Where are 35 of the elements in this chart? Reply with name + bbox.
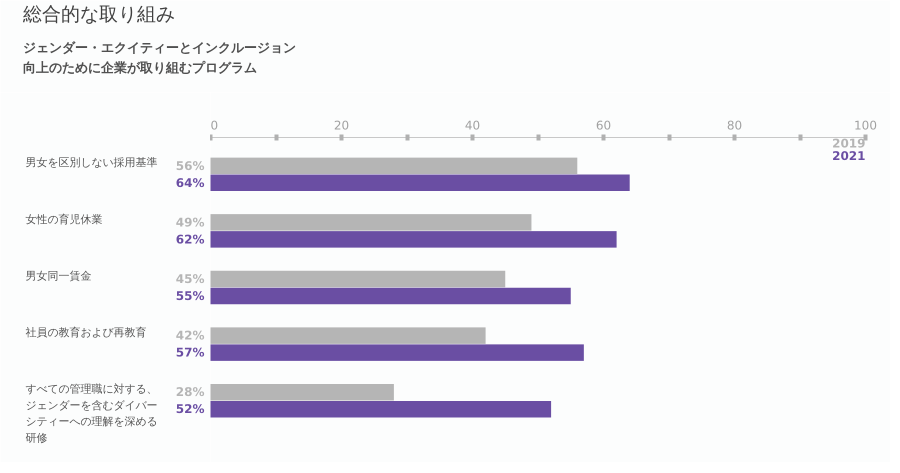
data-label: 28% bbox=[176, 385, 205, 400]
text: 2021 bbox=[832, 149, 866, 164]
x-tick-label: 80 bbox=[726, 118, 742, 132]
bar bbox=[210, 158, 578, 174]
data-label: 52% bbox=[176, 402, 205, 416]
y-tick-label: すべての管理職に対する、ジェンダーを含むダイバーシティーへの理解を深める研修 bbox=[26, 382, 158, 444]
y-tick-label: 女性の育児休業 bbox=[26, 212, 103, 226]
text: 2019 bbox=[832, 136, 866, 151]
bar bbox=[210, 231, 617, 248]
data-label: 45% bbox=[176, 272, 205, 286]
data-label: 64% bbox=[176, 176, 205, 190]
data-label: 56% bbox=[176, 158, 205, 173]
x-tick-label: 20 bbox=[334, 118, 350, 132]
chart-subtitle: ジェンダー・エクイティーとインクルージョン向上のために企業が取り組むプログラム bbox=[22, 40, 296, 76]
data-label: 49% bbox=[176, 215, 205, 230]
bar bbox=[210, 344, 584, 361]
x-tick-label: 0 bbox=[210, 118, 218, 132]
y-tick-label: 男女同一賃金 bbox=[26, 269, 92, 282]
y-tick-label: 社員の教育および再教育 bbox=[26, 326, 147, 339]
data-label: 57% bbox=[176, 346, 205, 360]
bar bbox=[210, 270, 506, 288]
bar bbox=[210, 327, 486, 344]
data-label: 62% bbox=[176, 232, 205, 246]
x-tick-label: 40 bbox=[464, 118, 480, 132]
x-tick-label: 60 bbox=[596, 118, 612, 132]
bar bbox=[210, 174, 630, 192]
data-label: 42% bbox=[176, 328, 205, 343]
bar bbox=[210, 400, 552, 418]
chart-title: 総合的な取り組み bbox=[22, 3, 175, 26]
bar bbox=[210, 288, 571, 304]
data-label: 55% bbox=[176, 289, 205, 303]
y-tick-label: 男女を区別しない採用基準 bbox=[26, 156, 158, 170]
x-tick-label: 100 bbox=[854, 118, 877, 132]
bar bbox=[210, 384, 394, 400]
bar bbox=[210, 214, 532, 231]
